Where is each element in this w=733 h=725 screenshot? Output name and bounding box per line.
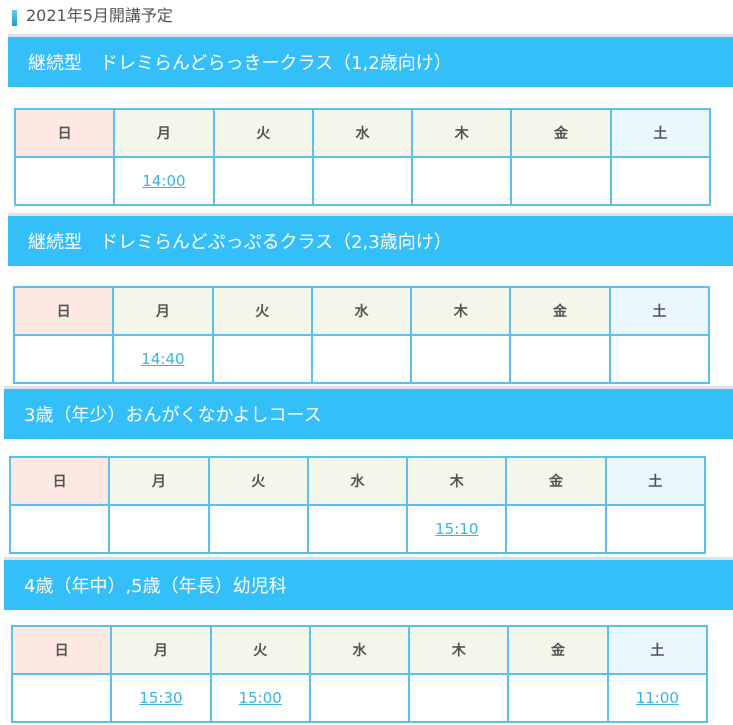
course-banner: 4歳（年中）,5歳（年長）幼児科 bbox=[4, 557, 733, 610]
time-link[interactable]: 15:10 bbox=[435, 520, 479, 538]
empty-cell bbox=[604, 504, 707, 554]
time-row: 14:00 bbox=[13, 156, 712, 206]
day-header: 木 bbox=[406, 456, 508, 506]
day-header: 木 bbox=[408, 625, 510, 675]
course-title: 4歳（年中）,5歳（年長）幼児科 bbox=[24, 576, 287, 597]
title-marker-icon bbox=[12, 10, 17, 26]
empty-cell bbox=[306, 504, 409, 554]
time-cell: 15:30 bbox=[110, 673, 212, 723]
schedule-table: 日月火水木金土 15:10 bbox=[8, 456, 707, 554]
time-link[interactable]: 14:40 bbox=[141, 350, 185, 368]
course-banner: 3歳（年少）おんがくなかよしコース bbox=[4, 386, 733, 439]
time-row: 14:40 bbox=[12, 334, 711, 384]
day-header: 土 bbox=[604, 456, 707, 506]
empty-cell bbox=[10, 673, 113, 723]
day-header: 木 bbox=[411, 108, 513, 158]
schedule-table: 日月火水木金土 15:30 15:00 11:00 bbox=[10, 625, 709, 723]
empty-cell bbox=[609, 156, 712, 206]
course-banner: 継続型 ドレミらんどぷっぷるクラス（2,3歳向け） bbox=[8, 213, 733, 266]
empty-cell bbox=[608, 334, 711, 384]
day-header: 日 bbox=[12, 286, 115, 336]
empty-cell bbox=[13, 156, 116, 206]
day-header: 火 bbox=[212, 108, 314, 158]
day-header: 土 bbox=[608, 286, 711, 336]
day-header: 火 bbox=[207, 456, 309, 506]
page-title: 2021年5月開講予定 bbox=[12, 2, 173, 26]
header-row: 日月火水木金土 bbox=[10, 625, 709, 675]
day-header: 月 bbox=[112, 286, 214, 336]
day-header: 水 bbox=[306, 456, 409, 506]
day-header: 火 bbox=[209, 625, 311, 675]
empty-cell bbox=[505, 504, 607, 554]
day-header: 月 bbox=[113, 108, 215, 158]
empty-cell bbox=[507, 673, 609, 723]
course-title: 継続型 ドレミらんどぷっぷるクラス（2,3歳向け） bbox=[28, 232, 452, 253]
page-title-text: 2021年5月開講予定 bbox=[26, 6, 173, 25]
time-cell: 15:10 bbox=[406, 504, 508, 554]
empty-cell bbox=[510, 156, 612, 206]
time-cell: 15:00 bbox=[209, 673, 311, 723]
empty-cell bbox=[411, 156, 513, 206]
empty-cell bbox=[108, 504, 210, 554]
day-header: 日 bbox=[10, 625, 113, 675]
day-header: 金 bbox=[505, 456, 607, 506]
day-header: 日 bbox=[13, 108, 116, 158]
time-link[interactable]: 11:00 bbox=[635, 689, 679, 707]
time-cell: 14:00 bbox=[113, 156, 215, 206]
empty-cell bbox=[8, 504, 111, 554]
time-link[interactable]: 15:30 bbox=[139, 689, 183, 707]
empty-cell bbox=[212, 156, 314, 206]
empty-cell bbox=[308, 673, 411, 723]
day-header: 土 bbox=[609, 108, 712, 158]
empty-cell bbox=[12, 334, 115, 384]
time-row: 15:30 15:00 11:00 bbox=[10, 673, 709, 723]
header-row: 日月火水木金土 bbox=[13, 108, 712, 158]
schedule-table: 日月火水木金土 14:00 bbox=[13, 108, 712, 206]
empty-cell bbox=[410, 334, 512, 384]
day-header: 月 bbox=[110, 625, 212, 675]
time-cell: 14:40 bbox=[112, 334, 214, 384]
empty-cell bbox=[211, 334, 313, 384]
time-link[interactable]: 15:00 bbox=[238, 689, 282, 707]
course-banner: 継続型 ドレミらんどらっきークラス（1,2歳向け） bbox=[8, 34, 733, 87]
time-cell: 11:00 bbox=[606, 673, 709, 723]
time-row: 15:10 bbox=[8, 504, 707, 554]
course-title: 継続型 ドレミらんどらっきークラス（1,2歳向け） bbox=[28, 53, 452, 74]
day-header: 水 bbox=[308, 625, 411, 675]
schedule-table: 日月火水木金土 14:40 bbox=[12, 286, 711, 384]
empty-cell bbox=[207, 504, 309, 554]
day-header: 日 bbox=[8, 456, 111, 506]
course-title: 3歳（年少）おんがくなかよしコース bbox=[24, 405, 322, 426]
day-header: 火 bbox=[211, 286, 313, 336]
day-header: 月 bbox=[108, 456, 210, 506]
header-row: 日月火水木金土 bbox=[8, 456, 707, 506]
empty-cell bbox=[408, 673, 510, 723]
day-header: 水 bbox=[311, 108, 414, 158]
empty-cell bbox=[311, 156, 414, 206]
day-header: 木 bbox=[410, 286, 512, 336]
time-link[interactable]: 14:00 bbox=[142, 172, 186, 190]
day-header: 土 bbox=[606, 625, 709, 675]
day-header: 金 bbox=[510, 108, 612, 158]
day-header: 金 bbox=[507, 625, 609, 675]
empty-cell bbox=[310, 334, 413, 384]
header-row: 日月火水木金土 bbox=[12, 286, 711, 336]
day-header: 水 bbox=[310, 286, 413, 336]
day-header: 金 bbox=[509, 286, 611, 336]
empty-cell bbox=[509, 334, 611, 384]
